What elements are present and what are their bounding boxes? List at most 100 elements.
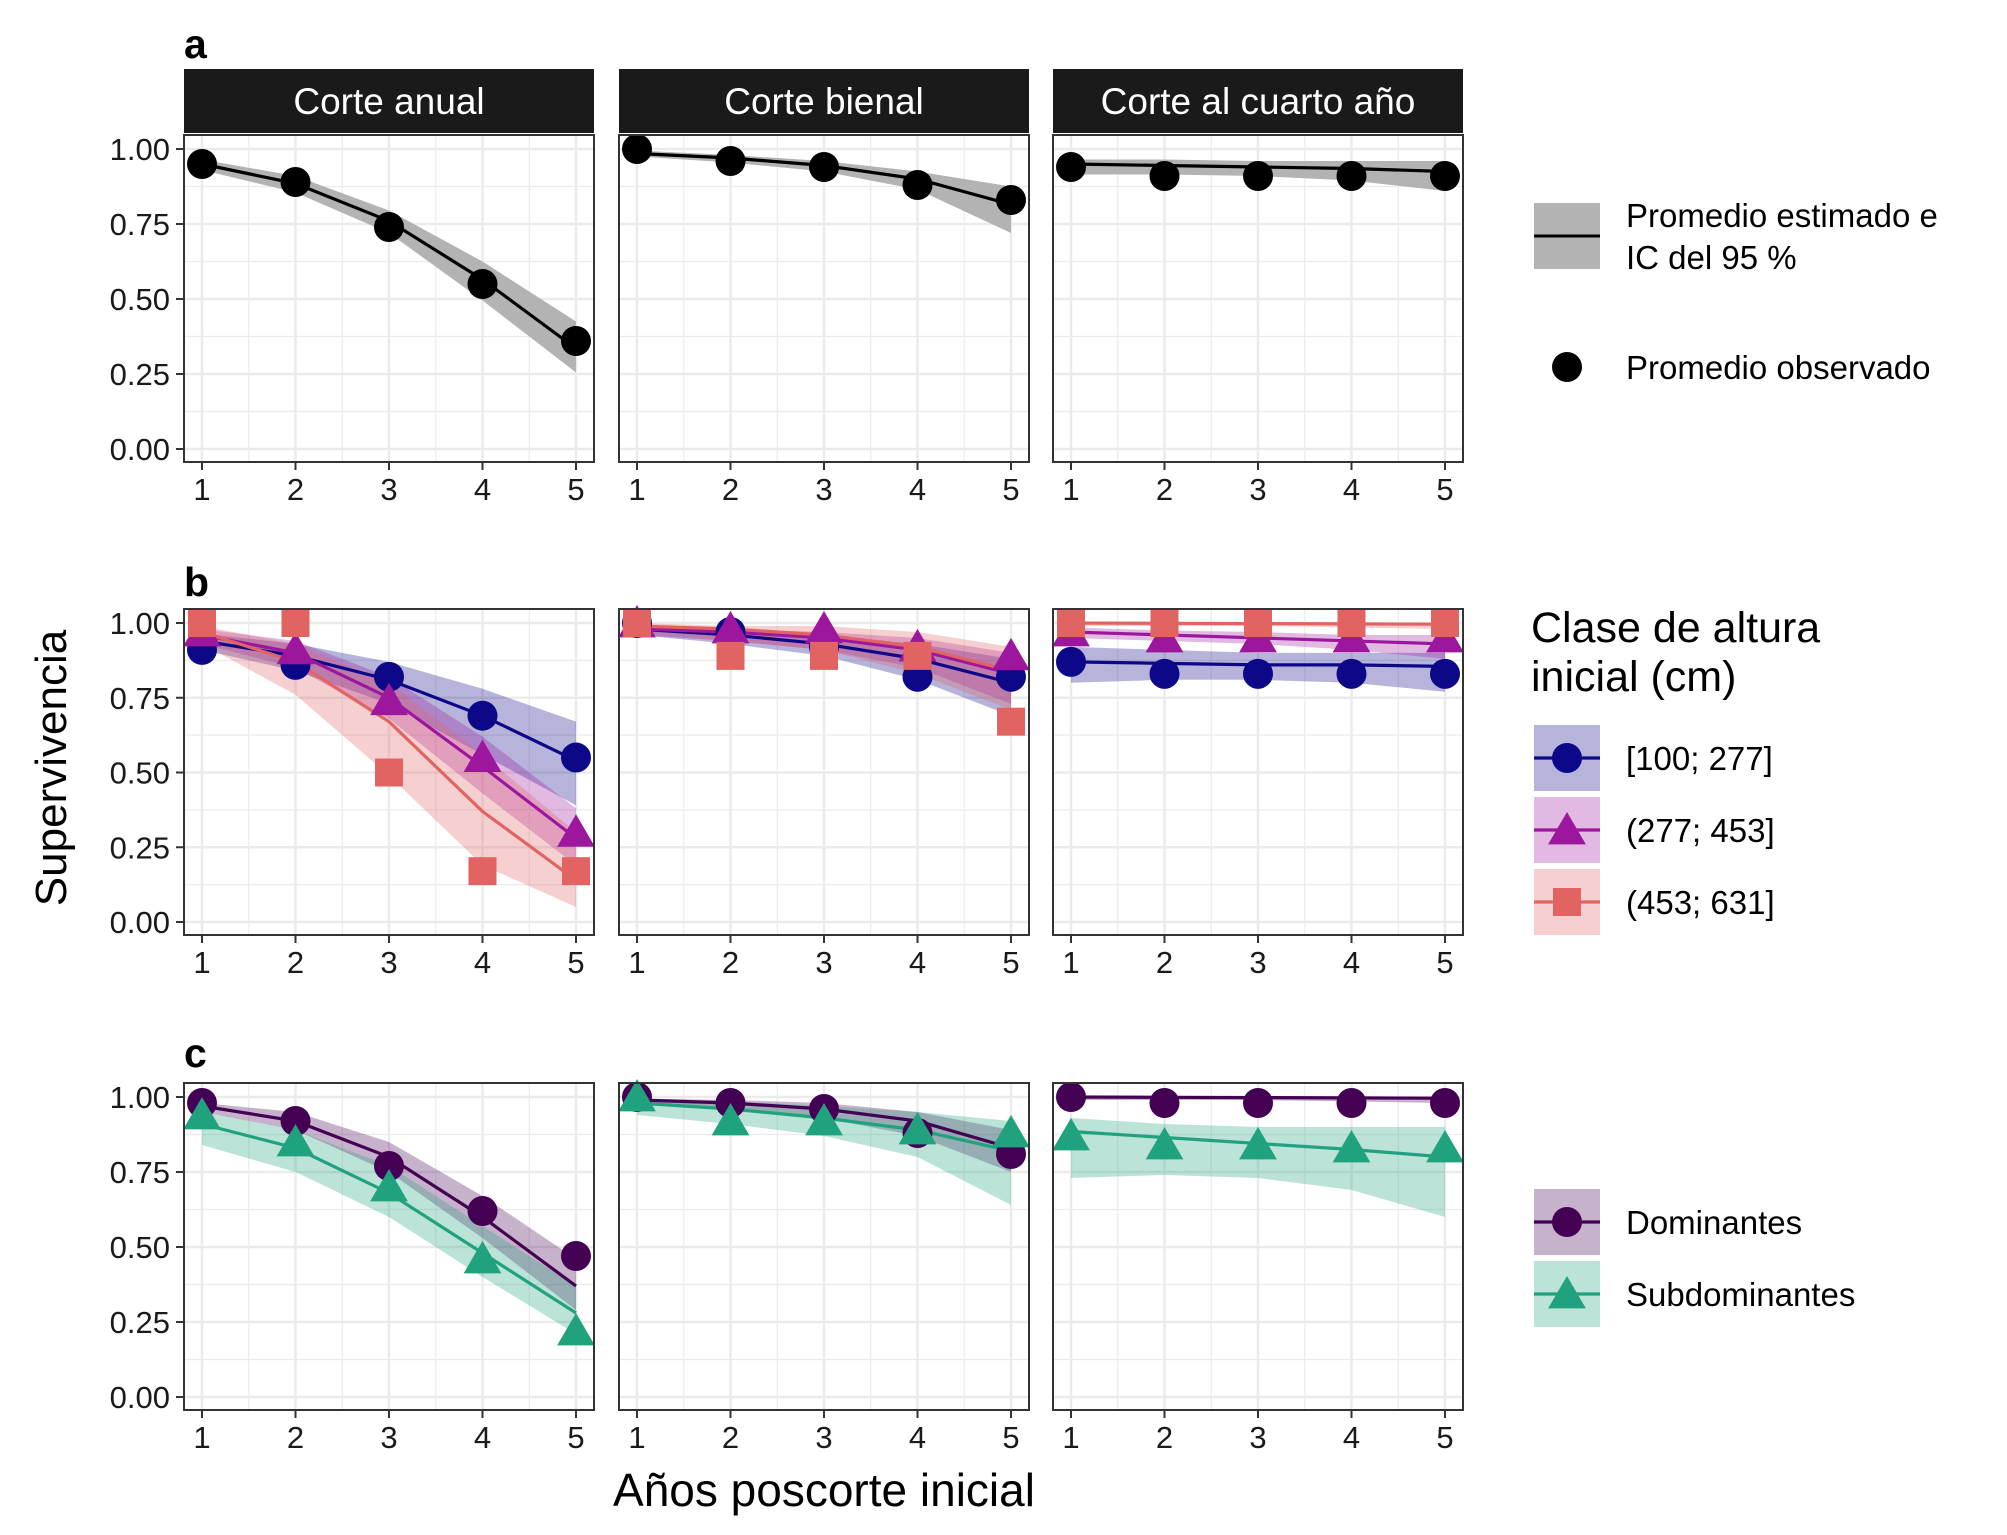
panel-c-3: 1 2 3 4 5 xyxy=(1052,1082,1464,1455)
x-tick-label: 3 xyxy=(1249,472,1266,507)
data-point-dominantes xyxy=(280,1106,311,1136)
data-point-dominantes xyxy=(1430,1088,1460,1118)
data-point--453-631- xyxy=(1337,609,1366,637)
y-tick-label: 1.00 xyxy=(110,132,170,167)
x-tick-label: 3 xyxy=(815,472,832,507)
panel-a-1: 0.00 0.25 0.50 0.75 1.00 1 2 3 4 5 xyxy=(110,132,595,507)
data-point-subdominantes xyxy=(1239,1127,1277,1160)
legend-c-marker-key xyxy=(1552,1207,1582,1237)
x-tick-label: 5 xyxy=(1002,945,1019,980)
data-point-observado xyxy=(996,185,1026,215)
ribbon-subdominantes xyxy=(202,1112,576,1334)
data-point-dominantes xyxy=(561,1241,591,1271)
legend-c-keys: Dominantes Subdominantes xyxy=(1534,1189,1855,1327)
x-tick-label: 5 xyxy=(567,1420,584,1455)
data-point-subdominantes xyxy=(711,1103,750,1136)
y-tick-label: 0.00 xyxy=(110,905,170,940)
x-tick-label: 1 xyxy=(193,1420,210,1455)
data-point-subdominantes xyxy=(618,1079,656,1112)
y-tick-label: 0.50 xyxy=(110,1230,170,1265)
data-point--453-631- xyxy=(903,641,932,670)
data-point--100-277- xyxy=(1336,658,1367,689)
x-tick-label: 4 xyxy=(909,1420,926,1455)
data-point--453-631- xyxy=(1244,609,1272,637)
facet-label-bienal: Corte bienal xyxy=(724,81,924,122)
panel-b-1: 0.00 0.25 0.50 0.75 1.00 1 2 3 4 5 xyxy=(110,606,595,980)
x-tick-label: 5 xyxy=(1002,1420,1019,1455)
legend-a-ribbon-label-2: IC del 95 % xyxy=(1626,239,1797,276)
data-point--453-631- xyxy=(1057,609,1085,637)
y-tick-label: 0.75 xyxy=(110,207,170,242)
data-point-subdominantes xyxy=(992,1115,1030,1148)
y-tick-label: 0.75 xyxy=(110,1155,170,1190)
row-label-a: a xyxy=(184,21,208,67)
y-tick-label: 0.50 xyxy=(110,282,170,317)
x-tick-label: 4 xyxy=(474,472,491,507)
data-point-observado xyxy=(1336,161,1367,191)
data-point-observado xyxy=(1243,161,1273,191)
x-tick-label: 1 xyxy=(193,472,210,507)
x-tick-label: 4 xyxy=(909,472,926,507)
data-point-dominantes xyxy=(467,1196,498,1226)
x-tick-label: 3 xyxy=(1249,945,1266,980)
panel-a-3: 1 2 3 4 5 xyxy=(1052,134,1464,507)
data-point-observado xyxy=(187,149,217,179)
x-tick-label: 1 xyxy=(1062,472,1079,507)
ribbon--277-453- xyxy=(202,628,576,866)
facet-strip-bienal: Corte bienal xyxy=(619,69,1029,133)
data-point--100-277- xyxy=(561,742,591,773)
panel-c-1: 0.00 0.25 0.50 0.75 1.00 1 2 3 4 5 xyxy=(110,1080,595,1455)
x-tick-label: 3 xyxy=(380,1420,397,1455)
y-tick-label: 0.00 xyxy=(110,432,170,467)
data-point-subdominantes xyxy=(276,1124,315,1157)
data-point--277-453- xyxy=(805,610,843,644)
x-tick-label: 5 xyxy=(1436,472,1453,507)
facet-strip-cuarto: Corte al cuarto año xyxy=(1053,69,1463,133)
legend-b-marker-key xyxy=(1553,888,1581,916)
x-tick-label: 5 xyxy=(1436,945,1453,980)
data-point--277-453- xyxy=(370,682,408,716)
data-point--100-277- xyxy=(1149,658,1180,689)
x-tick-label: 1 xyxy=(1062,1420,1079,1455)
legend-b-marker-key xyxy=(1548,812,1586,845)
data-point-observado xyxy=(902,170,933,200)
x-tick-label: 5 xyxy=(1002,472,1019,507)
x-tick-label: 4 xyxy=(1343,1420,1360,1455)
panel-b-3: 1 2 3 4 5 xyxy=(1052,608,1464,980)
data-point--453-631- xyxy=(188,609,216,637)
legend-b-keys: [100; 277] (277; 453] (453; 631] xyxy=(1534,725,1775,935)
legend-b-item-label: [100; 277] xyxy=(1626,740,1773,777)
data-point-subdominantes xyxy=(1426,1130,1464,1163)
facet-label-cuarto: Corte al cuarto año xyxy=(1101,81,1416,122)
data-point-subdominantes xyxy=(805,1103,843,1136)
data-point--100-277- xyxy=(1243,658,1273,689)
y-axis-title: Supervivencia xyxy=(27,629,76,906)
x-tick-label: 1 xyxy=(193,945,210,980)
x-tick-label: 4 xyxy=(1343,472,1360,507)
data-point--100-277- xyxy=(1056,646,1086,677)
data-point-observado xyxy=(809,152,839,182)
x-tick-label: 3 xyxy=(380,945,397,980)
data-point--453-631- xyxy=(716,641,745,670)
facet-strip-anual: Corte anual xyxy=(184,69,594,133)
data-point-dominantes xyxy=(1243,1088,1273,1118)
y-tick-label: 0.50 xyxy=(110,756,170,791)
x-tick-label: 1 xyxy=(628,1420,645,1455)
data-point--100-277- xyxy=(467,700,498,731)
y-tick-label: 1.00 xyxy=(110,606,170,641)
data-point-subdominantes xyxy=(463,1241,502,1274)
data-point--277-453- xyxy=(276,631,315,665)
data-point-observado xyxy=(1149,161,1180,191)
legend-b-item-label: (277; 453] xyxy=(1626,812,1775,849)
y-tick-label: 1.00 xyxy=(110,1080,170,1115)
x-tick-label: 2 xyxy=(287,945,304,980)
legend-a: Promedio estimado e IC del 95 % Promedio… xyxy=(1534,197,1938,386)
data-point-observado xyxy=(1056,152,1086,182)
x-tick-label: 3 xyxy=(380,472,397,507)
legend-a-ribbon-label-1: Promedio estimado e xyxy=(1626,197,1938,234)
x-tick-label: 5 xyxy=(567,945,584,980)
panel-c-2: 1 2 3 4 5 xyxy=(618,1079,1030,1455)
data-point-subdominantes xyxy=(898,1112,937,1145)
legend-c-item-label: Subdominantes xyxy=(1626,1276,1855,1313)
